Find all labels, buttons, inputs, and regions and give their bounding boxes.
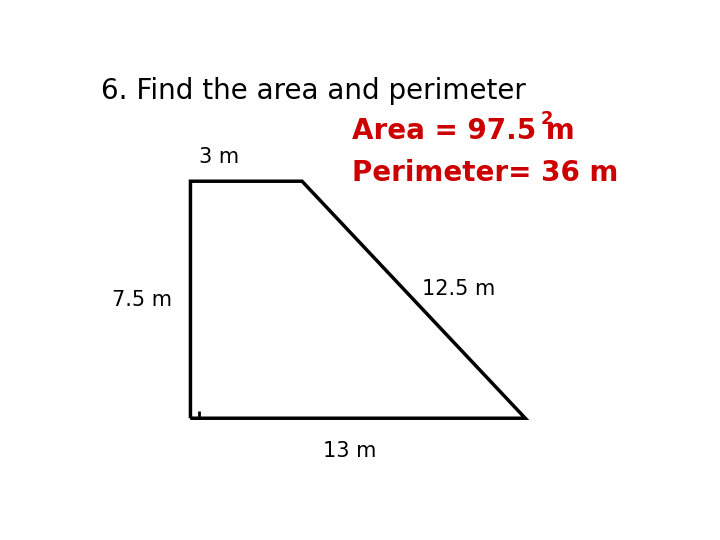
Text: Area = 97.5 m: Area = 97.5 m [352,117,575,145]
Text: 6. Find the area and perimeter: 6. Find the area and perimeter [101,77,526,105]
Text: 7.5 m: 7.5 m [112,290,172,310]
Text: 12.5 m: 12.5 m [422,279,495,299]
Text: 2: 2 [541,110,554,128]
Text: 13 m: 13 m [323,441,376,461]
Text: Perimeter= 36 m: Perimeter= 36 m [352,159,618,187]
Text: 3 m: 3 m [199,147,239,167]
